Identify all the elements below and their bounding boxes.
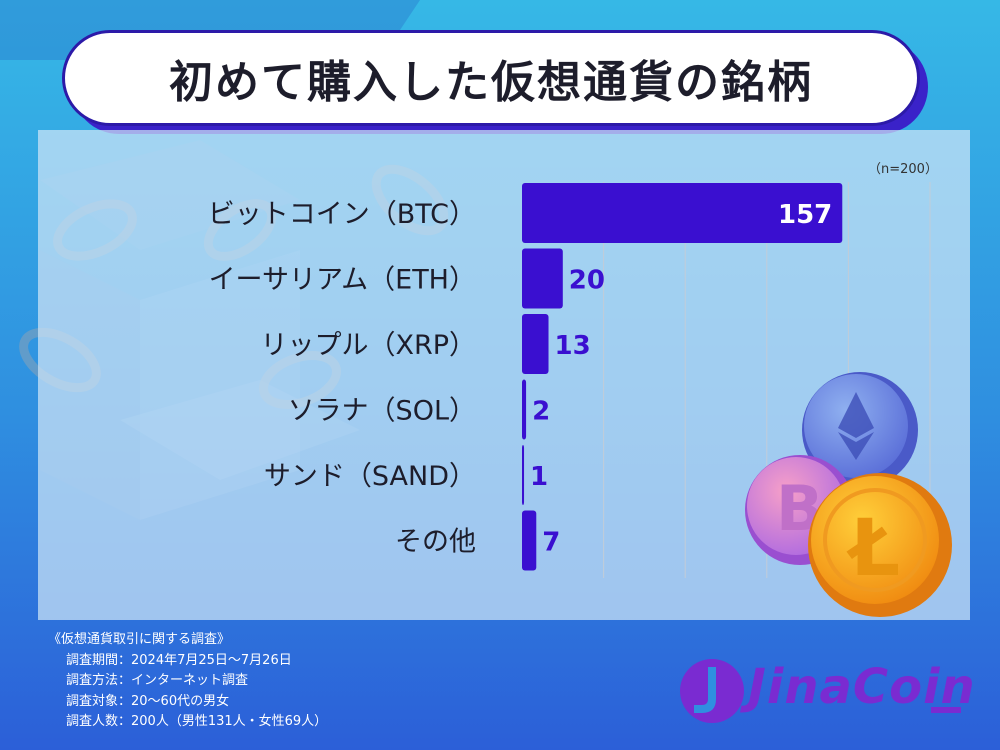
survey-count: 調査人数：200人（男性131人・女性69人）: [66, 714, 328, 729]
svg-text:Ł: Ł: [846, 504, 900, 594]
bar-1: [522, 248, 563, 309]
ethereum-coin-icon: [802, 372, 918, 488]
value-label: 13: [555, 331, 591, 361]
bar-2: [522, 314, 549, 374]
title-banner: 初めて購入した仮想通貨の銘柄: [62, 30, 928, 134]
survey-method: 調査方法：インターネット調査: [66, 673, 249, 688]
value-label: 157: [778, 200, 832, 230]
value-label: 1: [530, 462, 548, 492]
brand-logo-icon: [680, 659, 744, 723]
survey-name: 《仮想通貨取引に関する調査》: [48, 632, 231, 647]
chart-title: 初めて購入した仮想通貨の銘柄: [169, 57, 813, 108]
category-label: サンド（SAND）: [264, 461, 476, 492]
sample-size-note: （n=200）: [868, 162, 938, 177]
category-label: イーサリアム（ETH）: [209, 265, 476, 296]
survey-period: 調査期間：2024年7月25日〜7月26日: [66, 652, 292, 668]
bar-4: [522, 445, 525, 505]
value-label: 2: [532, 397, 550, 427]
value-label: 7: [542, 528, 560, 558]
survey-target: 調査対象：20〜60代の男女: [66, 693, 230, 709]
category-label: ソラナ（SOL）: [288, 396, 476, 427]
brand-logo: JinaCoin: [676, 655, 975, 727]
litecoin-coin-icon: Ł: [808, 473, 952, 617]
brand-underline: [931, 707, 961, 713]
bar-5: [522, 510, 537, 571]
category-label: ビットコイン（BTC）: [208, 199, 476, 230]
survey-info: 《仮想通貨取引に関する調査》 調査期間：2024年7月25日〜7月26日 調査方…: [48, 630, 327, 733]
brand-name: JinaCoin: [748, 659, 976, 715]
value-label: 20: [569, 266, 605, 296]
coins-illustration: B Ł: [745, 372, 952, 617]
category-label: その他: [395, 527, 476, 558]
title-box: 初めて購入した仮想通貨の銘柄: [62, 30, 920, 126]
category-label: リップル（XRP）: [260, 330, 476, 361]
bar-3: [522, 379, 527, 440]
bar-0: [522, 183, 843, 243]
